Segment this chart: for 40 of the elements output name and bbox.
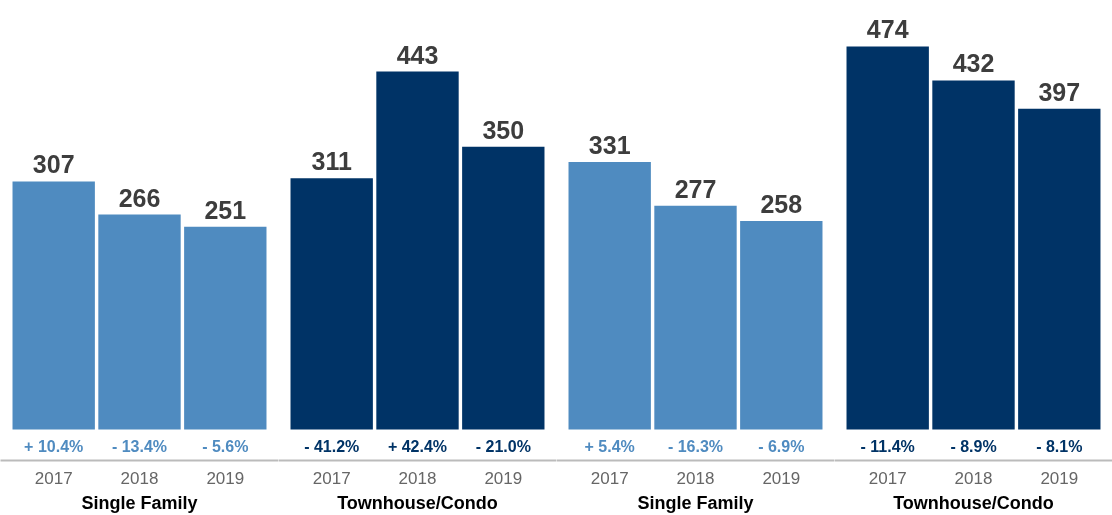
x-tick-label: 2018 (954, 468, 993, 488)
x-tick-label: 2019 (206, 468, 245, 488)
text: - 8.1% (1036, 437, 1083, 455)
x-tick-label: 2017 (312, 468, 351, 488)
x-tick-label: 2018 (398, 468, 437, 488)
text: + 42.4% (387, 437, 448, 455)
x-tick-label: 2017 (34, 468, 73, 488)
data-label: 350 (482, 115, 525, 144)
text: - 11.4% (860, 437, 915, 455)
data-label: 311 (311, 147, 352, 176)
x-axis-title: Townhouse/Condo (893, 492, 1054, 513)
text: - 5.6% (202, 437, 249, 455)
text: + 5.4% (584, 437, 635, 455)
data-label: 251 (204, 195, 247, 224)
data-label: 443 (396, 40, 439, 69)
text: - 6.9% (758, 437, 805, 455)
data-label: 331 (588, 131, 631, 160)
x-tick-label: 2018 (676, 468, 715, 488)
x-tick-label: 2019 (762, 468, 801, 488)
x-tick-label: 2017 (590, 468, 629, 488)
text: - 21.0% (475, 437, 531, 455)
x-tick-label: 2018 (120, 468, 159, 488)
data-label: 277 (674, 174, 717, 203)
text: - 41.2% (304, 437, 360, 455)
data-label: 432 (952, 49, 995, 78)
x-axis-title: Single Family (637, 492, 754, 513)
text: - 13.4% (111, 437, 168, 455)
x-axis-title: Townhouse/Condo (337, 492, 498, 513)
x-tick-label: 2019 (484, 468, 523, 488)
data-label: 258 (760, 190, 803, 219)
text: - 16.3% (667, 437, 724, 455)
text: + 10.4% (24, 437, 84, 455)
x-tick-label: 2019 (1040, 468, 1079, 488)
data-label: 397 (1038, 77, 1081, 106)
data-label: 266 (118, 183, 161, 212)
x-tick-label: 2017 (868, 468, 907, 488)
data-label: 307 (32, 150, 75, 179)
text: - 8.9% (950, 437, 997, 455)
x-axis-title: Single Family (81, 492, 198, 513)
data-label: 474 (866, 15, 909, 44)
